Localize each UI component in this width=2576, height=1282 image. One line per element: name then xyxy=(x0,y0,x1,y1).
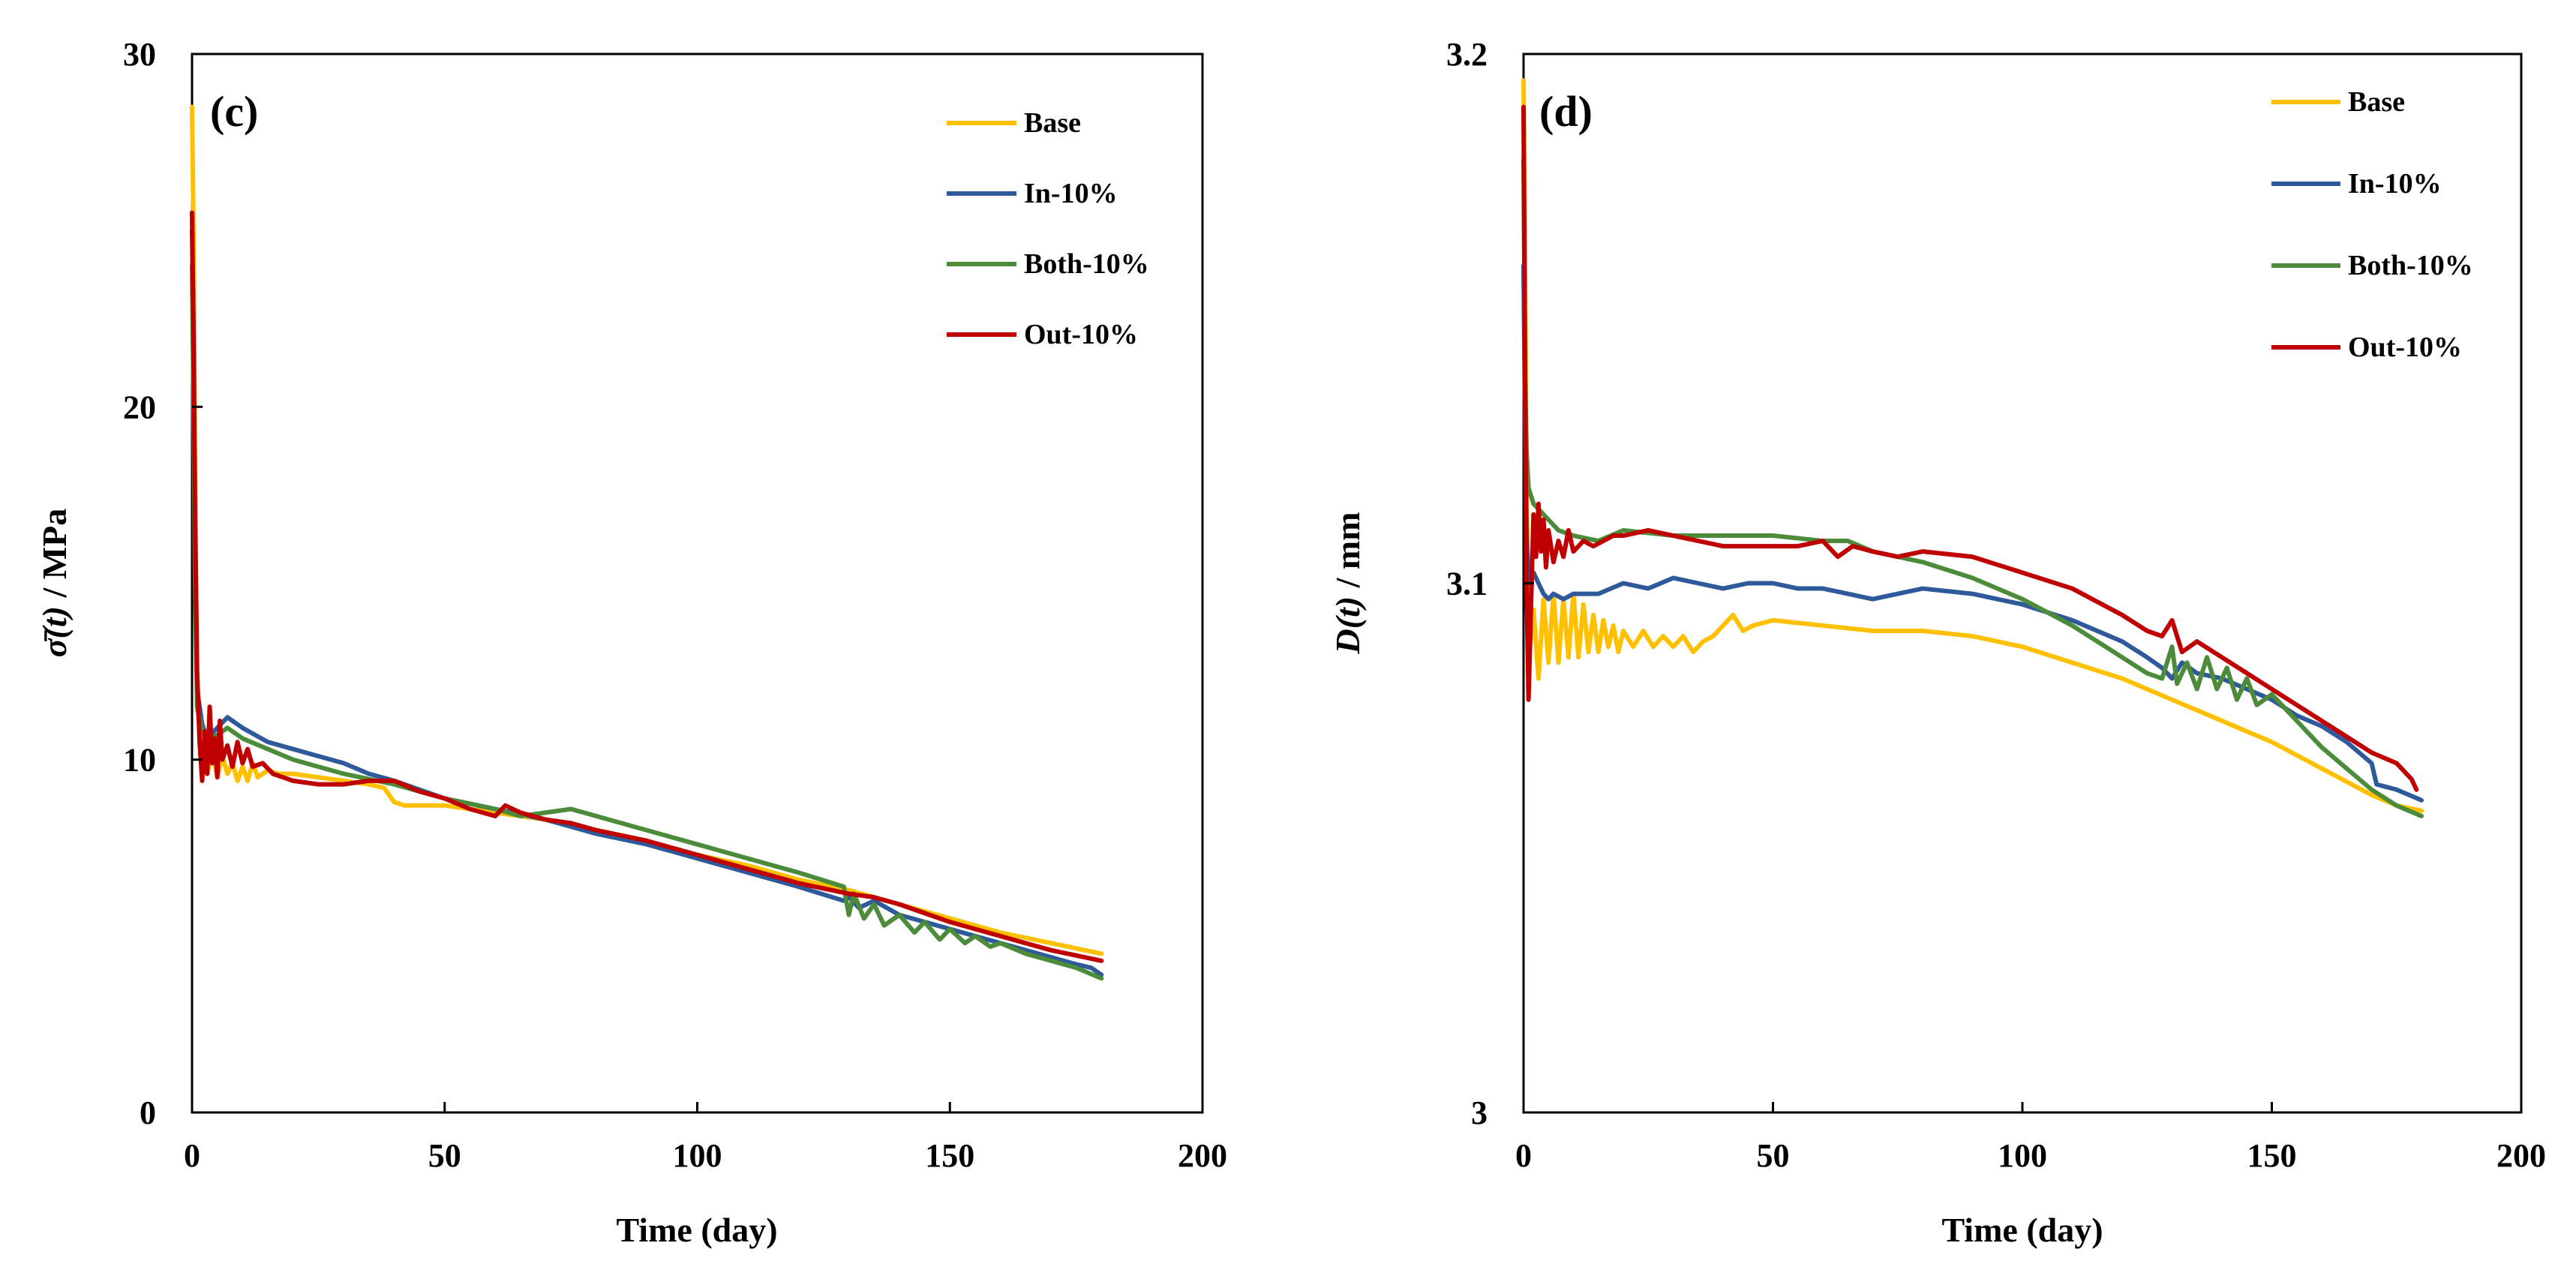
panel-d-y-axis-symbol: D(t) xyxy=(1329,596,1367,655)
panel-c-x-tick-label: 200 xyxy=(1178,1137,1227,1174)
panel-c-series-layer xyxy=(190,104,1104,981)
panel-c-y-tick-label: 20 xyxy=(123,389,156,425)
panel-c-series-base-line xyxy=(190,104,1104,956)
panel-d-x-tick-label: 100 xyxy=(1998,1137,2047,1174)
panel-c-tick-labels: 0 50 100 150 200 0 10 20 30 xyxy=(123,36,1227,1174)
panel-c-legend-label-in-10: In-10% xyxy=(1024,178,1118,209)
panel-d-series-out-10-line xyxy=(1521,104,2419,792)
panel-c-series-in-10-line xyxy=(190,228,1104,977)
panel-d-y-tick-label: 3.1 xyxy=(1446,566,1488,602)
panel-d-tick-labels: 0 50 100 150 200 3 3.1 3.2 xyxy=(1446,36,2546,1174)
panel-c-x-tick-label: 50 xyxy=(428,1137,461,1174)
panel-c-y-axis-title: σ̄(t) / MPa xyxy=(35,509,74,658)
panel-c-legend: Base In-10% Both-10% Out-10% xyxy=(947,107,1149,350)
panel-c-x-axis-title: Time (day) xyxy=(616,1211,777,1249)
panel-c-ticks xyxy=(191,53,1204,1114)
panel-d-legend-label-in-10: In-10% xyxy=(2348,168,2442,200)
panel-c-legend-label-both-10: Both-10% xyxy=(1024,248,1149,280)
panel-c-series-both-10-line xyxy=(190,263,1104,981)
panel-d-x-tick-label: 50 xyxy=(1757,1137,1790,1174)
panel-c-label: (c) xyxy=(210,87,258,136)
panel-d-y-axis-unit: / mm xyxy=(1329,512,1367,596)
panel-c-x-tick-label: 150 xyxy=(925,1137,974,1174)
panel-c-y-axis-symbol: σ̄(t) xyxy=(35,606,74,657)
panel-c-plot-frame xyxy=(191,53,1204,1114)
panel-d-legend: Base In-10% Both-10% Out-10% xyxy=(2271,86,2473,363)
panel-d-series-layer xyxy=(1521,78,2424,818)
panel-d-x-tick-label: 150 xyxy=(2247,1137,2297,1174)
panel-d-x-tick-label: 0 xyxy=(1515,1137,1532,1174)
panel-c-y-tick-label: 10 xyxy=(123,742,156,779)
panel-d-plot-frame xyxy=(1522,53,2523,1114)
panel-d-y-tick-label: 3.2 xyxy=(1446,36,1488,73)
panel-d-x-axis-title: Time (day) xyxy=(1941,1211,2103,1249)
panel-c-series-out-10-line xyxy=(190,210,1104,963)
panel-d-legend-label-both-10: Both-10% xyxy=(2348,250,2473,281)
panel-c-x-tick-label: 0 xyxy=(184,1137,200,1174)
panel-d-y-tick-label: 3 xyxy=(1471,1094,1488,1131)
panel-d-ticks xyxy=(1522,53,2523,1114)
panel-d-series-both-10-line xyxy=(1521,158,2424,818)
panel-c-chart: 0 50 100 150 200 0 10 20 30 (c) Time (day) σ̄(t)… xyxy=(35,36,1227,1249)
panel-d-x-tick-label: 200 xyxy=(2496,1137,2546,1174)
panel-d-label: (d) xyxy=(1539,87,1593,136)
panel-c-y-tick-label: 0 xyxy=(140,1094,156,1131)
panel-c-y-tick-label: 30 xyxy=(123,36,156,73)
panel-c-y-axis-unit: / MPa xyxy=(35,509,74,606)
panel-d-legend-label-base: Base xyxy=(2348,86,2405,118)
panel-c-legend-label-base: Base xyxy=(1024,107,1081,139)
panel-d-series-in-10-line xyxy=(1521,263,2424,803)
panel-d-y-axis-title: D(t) / mm xyxy=(1329,512,1367,654)
panel-d-series-base-line xyxy=(1521,78,2424,813)
panel-c-x-tick-label: 100 xyxy=(673,1137,722,1174)
panel-d-legend-label-out-10: Out-10% xyxy=(2348,332,2462,363)
panel-d-chart: 0 50 100 150 200 3 3.1 3.2 (d) Time (day) D(t) … xyxy=(1329,36,2546,1249)
panel-c-legend-label-out-10: Out-10% xyxy=(1024,319,1138,350)
